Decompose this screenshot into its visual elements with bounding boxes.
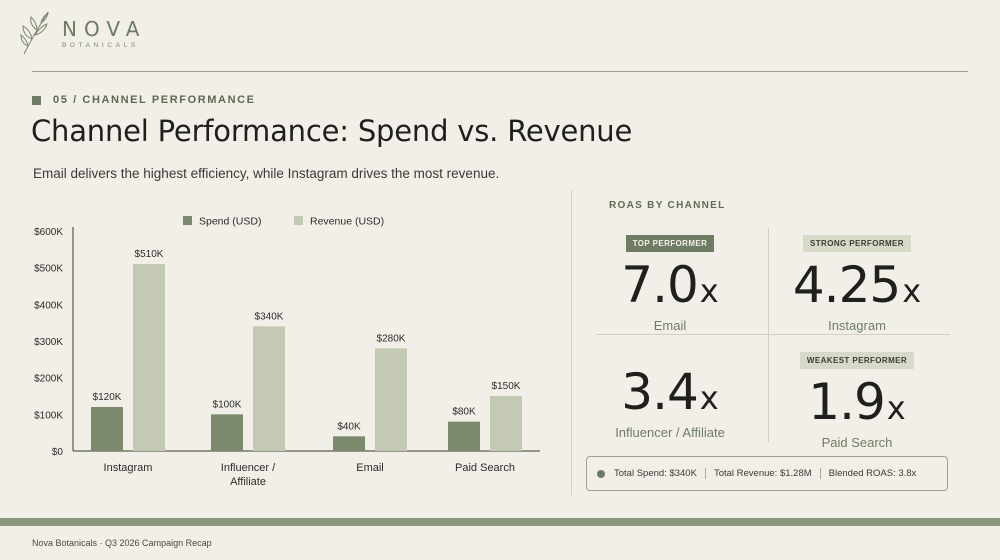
revenue-bar — [375, 348, 407, 451]
eyebrow-label: 05 / CHANNEL PERFORMANCE — [53, 94, 256, 106]
spend-revenue-bar-chart: $0 $100K $200K $300K $400K $500K $600K Spend (U… — [34, 216, 540, 488]
legend-label-spend: Spend (USD) — [199, 216, 261, 228]
roas-channel-label: Email — [653, 318, 687, 333]
separator — [819, 468, 821, 479]
roas-value: 1.9x — [808, 373, 906, 431]
revenue-bar — [490, 396, 522, 451]
brand-name: NOVA — [62, 17, 147, 41]
status-badge: WEAKEST PERFORMER — [799, 352, 915, 369]
page-subtitle: Email delivers the highest efficiency, w… — [33, 166, 500, 181]
roas-channel-label: Influencer / Affiliate — [615, 425, 725, 440]
roas-value: 4.25x — [792, 256, 922, 314]
spend-data-label: $100K — [213, 399, 242, 410]
status-badge: STRONG PERFORMER — [803, 235, 911, 252]
roas-card-email: TOP PERFORMER 7.0x Email — [582, 233, 758, 333]
y-tick-label: $300K — [34, 337, 63, 348]
roas-grid-horizontal — [596, 334, 950, 335]
eyebrow-square-icon — [32, 95, 41, 105]
spend-bar — [333, 436, 365, 451]
spend-bar — [448, 421, 480, 451]
blended-roas: Blended ROAS: 3.8x — [828, 468, 917, 479]
revenue-bar — [133, 264, 165, 451]
legend-swatch-spend — [183, 216, 192, 225]
separator — [704, 468, 706, 479]
dot-icon — [597, 469, 605, 478]
roas-value: 3.4x — [621, 363, 719, 421]
roas-value: 7.0x — [621, 256, 719, 314]
footer-text: Nova Botanicals · Q3 2026 Campaign Recap — [32, 538, 212, 548]
page-title: Channel Performance: Spend vs. Revenue — [31, 114, 633, 148]
status-badge: TOP PERFORMER — [625, 235, 715, 252]
y-tick-label: $100K — [34, 410, 63, 421]
section-eyebrow: 05 / CHANNEL PERFORMANCE — [32, 94, 256, 106]
y-tick-label: $400K — [34, 300, 63, 311]
total-spend: Total Spend: $340K — [614, 468, 697, 479]
totals-summary: Total Spend: $340K Total Revenue: $1.28M… — [586, 456, 948, 491]
y-tick-label: $0 — [52, 447, 64, 458]
x-category-label: Instagram — [104, 462, 153, 474]
x-category-label: Affiliate — [230, 476, 266, 488]
roas-card-paid-search: WEAKEST PERFORMER 1.9x Paid Search — [769, 350, 945, 450]
y-tick-label: $500K — [34, 264, 63, 275]
spend-data-label: $120K — [93, 392, 122, 403]
roas-heading: ROAS BY CHANNEL — [609, 200, 726, 211]
legend-label-revenue: Revenue (USD) — [310, 216, 384, 228]
revenue-data-label: $280K — [377, 333, 406, 344]
x-category-label: Email — [356, 462, 384, 474]
roas-channel-label: Instagram — [828, 318, 886, 333]
roas-card-instagram: STRONG PERFORMER 4.25x Instagram — [769, 233, 945, 333]
footer-band — [0, 518, 1000, 526]
header-divider — [32, 71, 968, 72]
roas-card-influencer: 3.4x Influencer / Affiliate — [582, 367, 758, 440]
y-tick-label: $200K — [34, 374, 63, 385]
spend-data-label: $40K — [337, 421, 361, 432]
revenue-bar — [253, 326, 285, 451]
leaf-sprig-icon — [20, 11, 49, 55]
spend-bar — [91, 407, 123, 451]
roas-channel-label: Paid Search — [821, 435, 893, 450]
brand: NOVA BOTANICALS — [18, 8, 146, 58]
spend-bar — [211, 414, 243, 451]
total-revenue: Total Revenue: $1.28M — [713, 468, 812, 479]
spend-data-label: $80K — [452, 407, 476, 418]
y-tick-label: $600K — [34, 227, 63, 238]
roas-grid-vertical — [768, 228, 769, 442]
x-category-label: Paid Search — [455, 462, 515, 474]
x-category-label: Influencer / — [221, 462, 276, 474]
revenue-data-label: $340K — [255, 311, 284, 322]
revenue-data-label: $150K — [492, 381, 521, 392]
brand-tagline: BOTANICALS — [62, 42, 139, 49]
legend-swatch-revenue — [294, 216, 303, 225]
panel-divider — [571, 190, 572, 495]
revenue-data-label: $510K — [135, 249, 164, 260]
